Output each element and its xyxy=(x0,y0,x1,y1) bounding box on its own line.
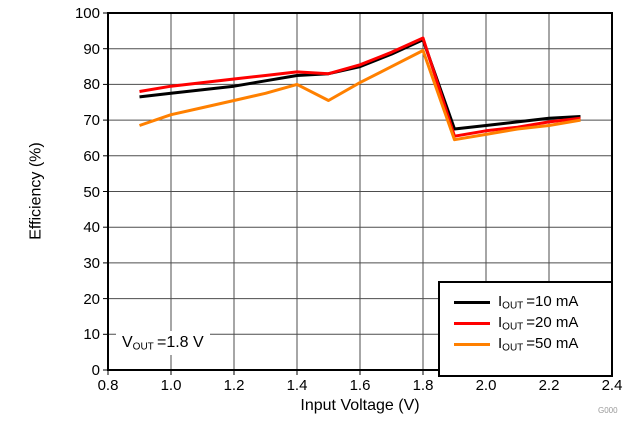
legend-item: IOUT =10 mA xyxy=(440,292,611,313)
x-tick-label: 0.8 xyxy=(97,377,119,394)
legend-label: IOUT =10 mA xyxy=(498,293,579,312)
y-tick-label: 0 xyxy=(91,362,100,379)
x-tick-label: 1.4 xyxy=(286,377,308,394)
y-tick-label: 10 xyxy=(83,326,100,344)
legend: IOUT =10 mA IOUT =20 mA IOUT =50 mA xyxy=(438,281,613,377)
y-tick-label: 80 xyxy=(83,76,100,94)
plot-area xyxy=(103,12,613,375)
x-tick-label: 1.2 xyxy=(223,377,245,394)
x-tick-label: 1.0 xyxy=(160,377,182,394)
vout-annotation-value: =1.8 V xyxy=(153,334,204,351)
x-tick-label: 2.0 xyxy=(475,377,497,394)
x-tick-label: 1.6 xyxy=(349,377,371,394)
x-tick-label: 1.8 xyxy=(412,377,434,394)
plot-frame xyxy=(107,12,613,371)
y-tick-label: 50 xyxy=(83,183,100,201)
x-axis-title: Input Voltage (V) xyxy=(300,397,420,414)
legend-item: IOUT =20 mA xyxy=(440,313,611,334)
legend-swatch xyxy=(454,301,490,304)
figure-code: G000 xyxy=(598,406,618,415)
legend-swatch xyxy=(454,322,490,325)
series-line-iout-50-ma xyxy=(139,49,581,142)
y-tick-label: 60 xyxy=(83,147,100,165)
series-line-iout-10-ma xyxy=(139,38,581,131)
vout-annotation-symbol: V xyxy=(122,334,133,351)
y-tick-label: 30 xyxy=(83,254,100,272)
y-tick-label: 40 xyxy=(83,219,100,237)
legend-item: IOUT =50 mA xyxy=(440,334,611,355)
x-tick-label: 2.4 xyxy=(601,377,623,394)
x-tick-label: 2.2 xyxy=(538,377,560,394)
vout-annotation: VOUT =1.8 V xyxy=(116,331,210,355)
y-tick-label: 100 xyxy=(74,5,100,22)
y-axis-title: Efficiency (%) xyxy=(27,142,45,240)
series-line-iout-20-ma xyxy=(139,36,581,138)
legend-label: IOUT =50 mA xyxy=(498,335,579,354)
y-tick-label: 20 xyxy=(83,290,100,308)
legend-swatch xyxy=(454,343,490,346)
legend-label: IOUT =20 mA xyxy=(498,314,579,333)
y-tick-label: 70 xyxy=(83,112,100,130)
y-tick-label: 90 xyxy=(83,40,100,58)
vout-annotation-subscript: OUT xyxy=(132,341,154,353)
